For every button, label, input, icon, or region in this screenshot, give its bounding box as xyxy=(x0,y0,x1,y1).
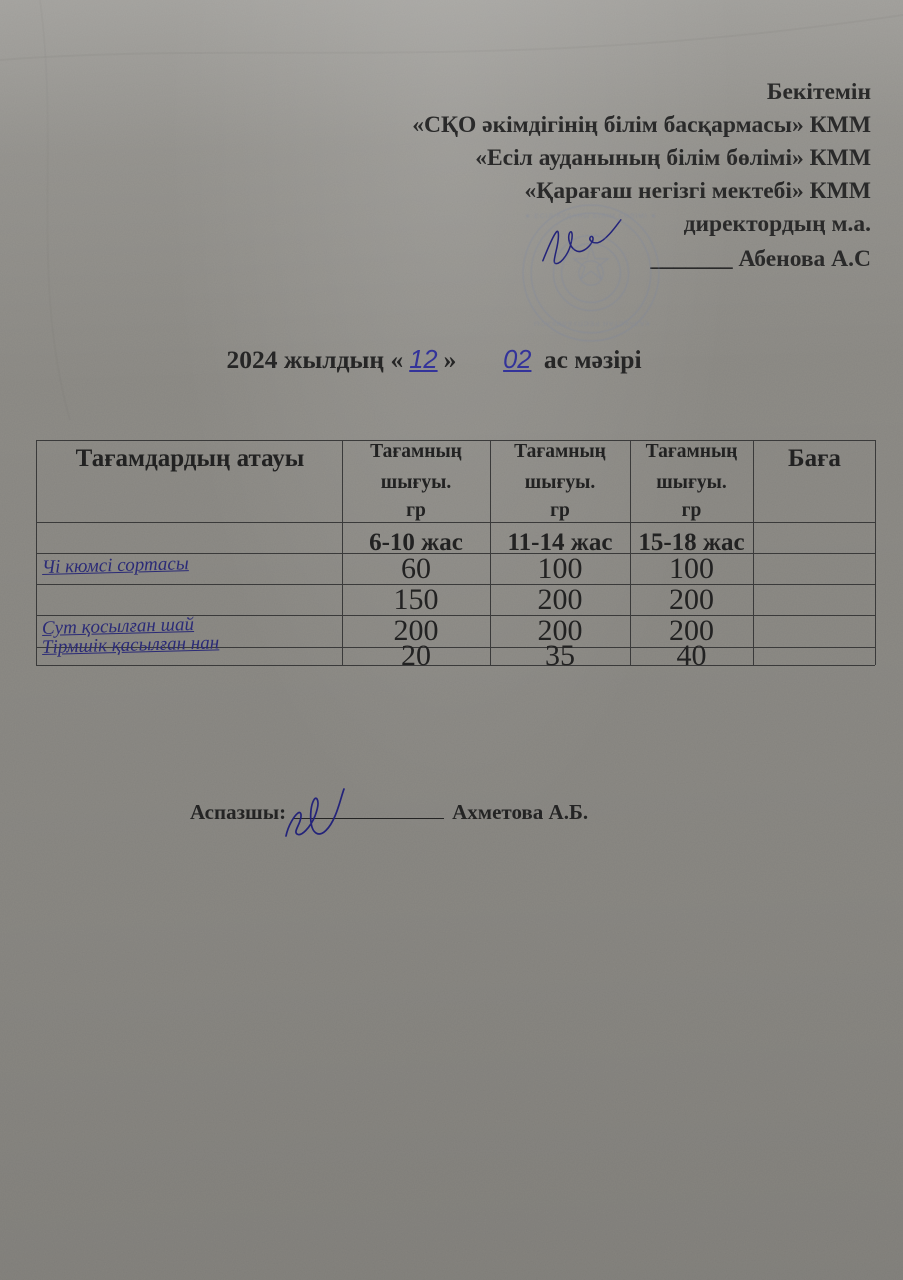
svg-text:★ ЕСІЛ АУДАНЫ БІЛІМ БӨЛІМІ ★: ★ ЕСІЛ АУДАНЫ БІЛІМ БӨЛІМІ ★ xyxy=(525,212,658,220)
